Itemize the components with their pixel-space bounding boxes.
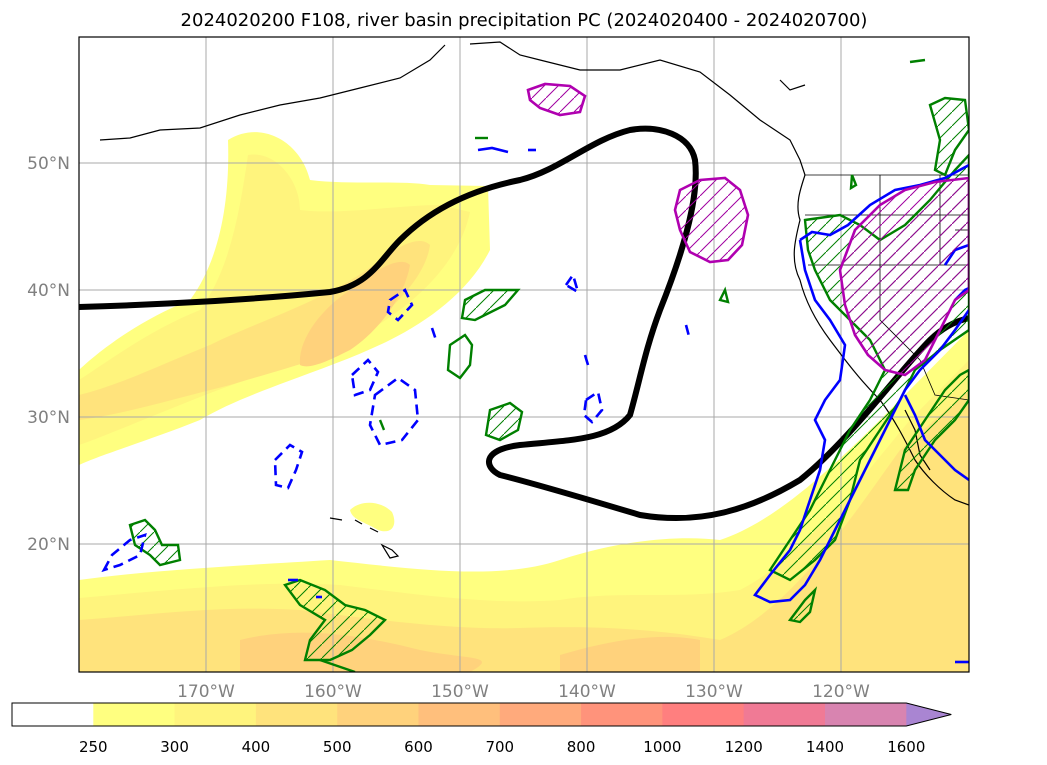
graticule	[79, 37, 969, 672]
colorbar-tick-label: 500	[323, 738, 352, 756]
blue-dashed-contours	[101, 272, 692, 573]
lat-label-50: 50°N	[27, 154, 70, 174]
colorbar-segment	[662, 703, 745, 726]
chart-title: 2024020200 F108, river basin precipitati…	[181, 10, 868, 31]
magenta-contours	[526, 82, 969, 377]
lon-label-120w: 120°W	[812, 682, 870, 702]
colorbar-tick-label: 250	[79, 738, 108, 756]
colorbar-segment	[581, 703, 663, 726]
colorbar	[11, 702, 952, 727]
colorbar-tick-label: 600	[404, 738, 433, 756]
longitude-labels: 170°W 160°W 150°W 140°W 130°W 120°W	[177, 682, 870, 702]
colorbar-tick-label: 1000	[643, 738, 681, 756]
shading-south-500b	[560, 636, 700, 672]
lat-label-30: 30°N	[27, 408, 70, 428]
colorbar-labels: 250 300 400 500 600 700 800 1000 1200 1400 1600	[79, 738, 925, 756]
lon-label-140w: 140°W	[558, 682, 616, 702]
black-contour	[79, 125, 969, 522]
colorbar-tick-label: 1600	[887, 738, 925, 756]
colorbar-segment	[255, 703, 338, 726]
colorbar-outline	[11, 702, 952, 727]
coastlines	[99, 41, 969, 559]
colorbar-segment	[743, 703, 826, 726]
colorbar-tick-label: 700	[485, 738, 514, 756]
colorbar-segment	[174, 703, 257, 726]
lon-label-170w: 170°W	[177, 682, 235, 702]
shading-north-400	[79, 240, 430, 420]
colorbar-tick-label: 400	[242, 738, 271, 756]
lat-label-40: 40°N	[27, 281, 70, 301]
map-content	[79, 37, 969, 672]
colorbar-segment	[337, 703, 419, 726]
colorbar-tick-label: 1200	[725, 738, 763, 756]
shading-south-400	[79, 390, 969, 672]
shading-north-500	[299, 261, 410, 367]
colorbar-tick-label: 800	[567, 738, 596, 756]
colorbar-segment	[825, 703, 907, 726]
lon-label-150w: 150°W	[431, 682, 489, 702]
colorbar-segment	[93, 703, 176, 726]
lon-label-160w: 160°W	[304, 682, 362, 702]
map-frame	[78, 36, 970, 673]
lon-label-130w: 130°W	[685, 682, 743, 702]
colorbar-segment	[418, 703, 501, 726]
colorbar-tick-label: 300	[160, 738, 189, 756]
shading-south-500	[240, 632, 482, 672]
lat-label-20: 20°N	[27, 535, 70, 555]
colorbar-tick-label: 1400	[806, 738, 844, 756]
colorbar-segment	[499, 703, 582, 726]
latitude-labels: 50°N 40°N 30°N 20°N	[27, 154, 70, 555]
shading-small-hawaii	[350, 502, 395, 532]
colorbar-segment-under	[12, 703, 94, 726]
colorbar-extend-arrow	[906, 703, 952, 726]
